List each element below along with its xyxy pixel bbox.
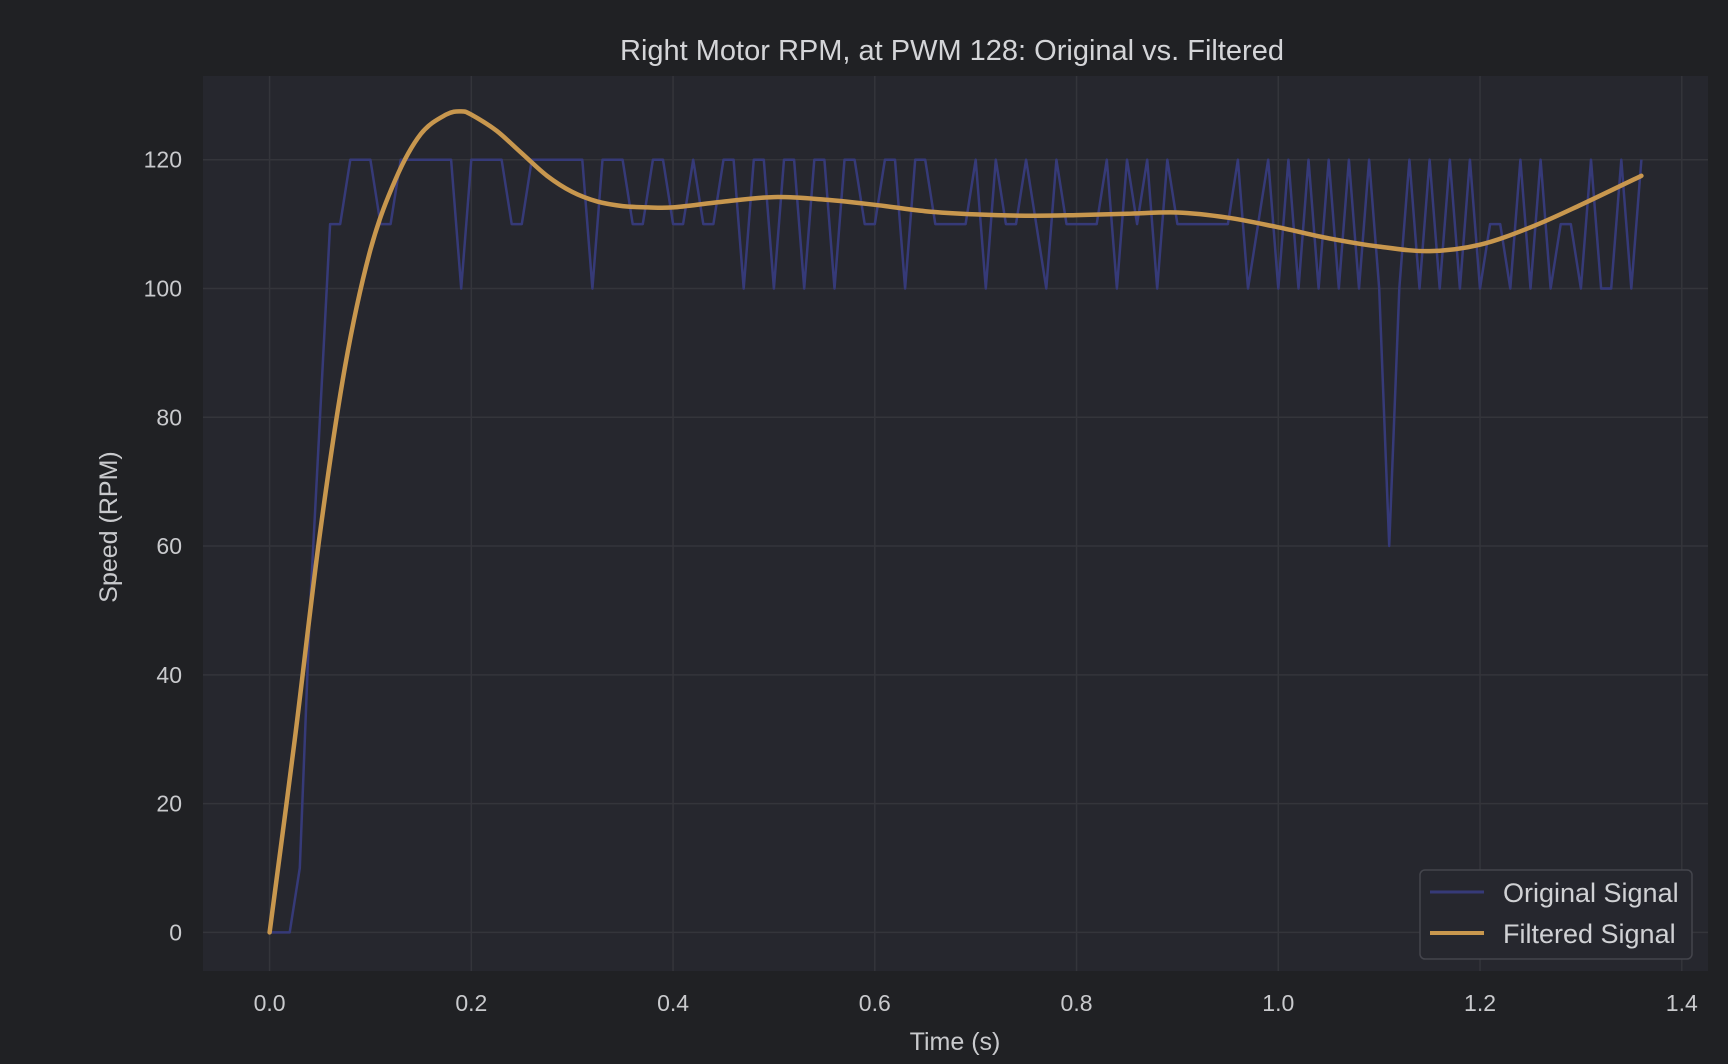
series-layer	[267, 109, 1644, 935]
y-axis-ticks: 0 20 40 60 80 100 120	[144, 147, 182, 946]
series-original-signal	[269, 158, 1643, 934]
gridlines	[203, 76, 1708, 971]
y-tick-label: 80	[156, 404, 182, 430]
x-tick-label: 0.2	[455, 990, 487, 1016]
x-tick-label: 1.0	[1262, 990, 1294, 1016]
x-tick-label: 0.6	[859, 990, 891, 1016]
y-tick-label: 60	[156, 533, 182, 559]
x-axis-label: Time (s)	[910, 1028, 1001, 1056]
legend: Original Signal Filtered Signal	[1419, 869, 1693, 960]
y-tick-label: 0	[169, 919, 182, 945]
legend-label-original: Original Signal	[1503, 878, 1679, 908]
series-filtered-signal	[267, 109, 1644, 935]
x-tick-label: 0.4	[657, 990, 689, 1016]
x-axis-ticks: 0.0 0.2 0.4 0.6 0.8 1.0 1.2 1.4	[254, 990, 1698, 1016]
x-tick-label: 0.8	[1061, 990, 1093, 1016]
legend-label-filtered: Filtered Signal	[1503, 919, 1676, 949]
y-tick-label: 20	[156, 791, 182, 817]
y-axis-label: Speed (RPM)	[95, 451, 123, 602]
y-tick-label: 40	[156, 662, 182, 688]
plot-area	[203, 76, 1708, 971]
chart-title: Right Motor RPM, at PWM 128: Original vs…	[620, 35, 1284, 67]
y-tick-label: 120	[144, 147, 182, 173]
y-tick-label: 100	[144, 275, 182, 301]
x-tick-label: 1.2	[1464, 990, 1496, 1016]
x-tick-label: 0.0	[254, 990, 286, 1016]
legend-box	[1419, 869, 1693, 960]
x-tick-label: 1.4	[1666, 990, 1698, 1016]
